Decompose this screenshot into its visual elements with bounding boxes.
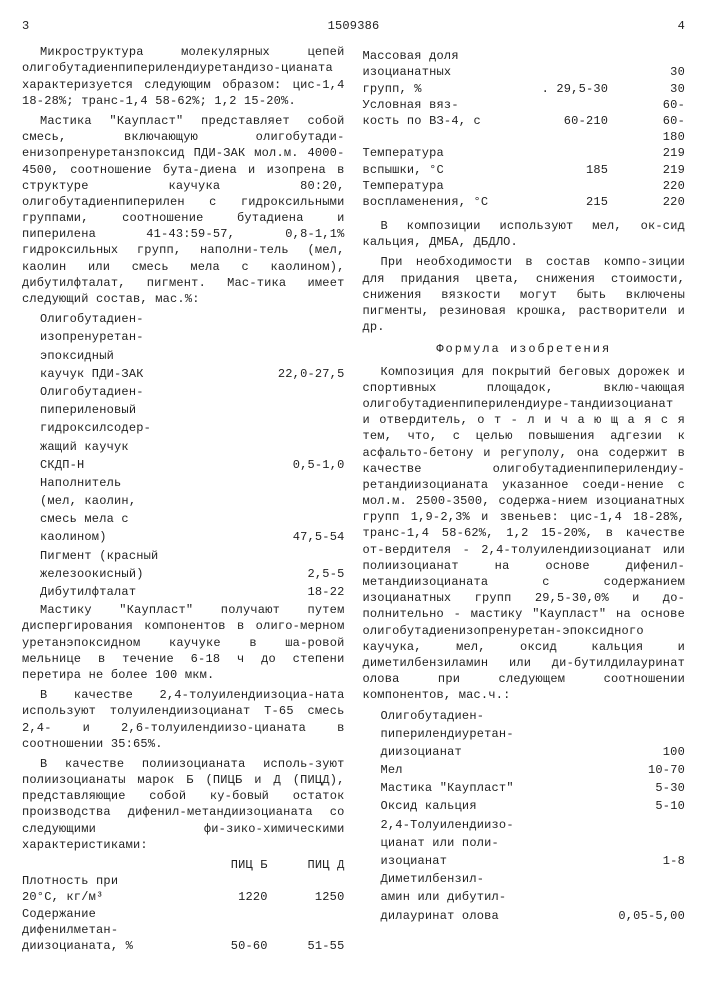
table-row: Олигобутадиен- [22,311,345,327]
table-row: групп, %. 29,5-3030 [363,81,686,97]
page-header: 3 1509386 4 [22,18,685,34]
para: При необходимости в состав компо-зиции д… [363,254,686,335]
table-row: Содержание [22,906,345,922]
table-row: дилауринат олова0,05-5,00 [363,908,686,924]
table-row: амин или дибутил- [363,889,686,905]
table-row: Диметилбензил- [363,871,686,887]
para: Мастику "Каупласт" получают путем диспер… [22,602,345,683]
table-row: Олигобутадиен- [363,708,686,724]
table-row: диизоцианата, %50-6051-55 [22,938,345,954]
table-row: изоцианат1-8 [363,853,686,869]
table-row: Мел10-70 [363,762,686,778]
table-row: Температура219 [363,145,686,161]
composition-table: Олигобутадиен-пиперилендиуретан-диизоциа… [363,708,686,924]
para: Композиция для покрытий беговых дорожек … [363,364,686,704]
table-row: гидроксилсодер- [22,420,345,436]
table-row: 2,4-Толуилендиизо- [363,817,686,833]
table-row: Мастика "Каупласт"5-30 [363,780,686,796]
table-row: СКДП-Н0,5-1,0 [22,457,345,473]
table-row: каолином)47,5-54 [22,529,345,545]
table-row: (мел, каолин, [22,493,345,509]
formula-heading: Формула изобретения [363,341,686,357]
table-row: пиперилендиуретан- [363,726,686,742]
table-row: цианат или поли- [363,835,686,851]
columns: Микроструктура молекулярных цепей олигоб… [22,44,685,962]
table-row: воспламенения, °С215220 [363,194,686,210]
para: В качестве полиизоцианата исполь-зуют по… [22,756,345,853]
para: В композиции используют мел, ок-сид каль… [363,218,686,250]
table-row: изоцианатных30 [363,64,686,80]
page-right: 4 [678,18,685,34]
table-row: Температура220 [363,178,686,194]
table-row: Условная вяз-60- [363,97,686,113]
table-row: Пигмент (красный [22,548,345,564]
table-row: пипериленовый [22,402,345,418]
right-column: Массовая доляизоцианатных30групп, %. 29,… [363,44,686,962]
page-center: 1509386 [328,18,380,34]
table-row: кость по ВЗ-4, с60-21060- 180 [363,113,686,145]
table-row: эпоксидный [22,348,345,364]
table-row: диизоцианат100 [363,744,686,760]
left-column: Микроструктура молекулярных цепей олигоб… [22,44,345,962]
table-row: Оксид кальция5-10 [363,798,686,814]
table-row: каучук ПДИ-ЗАК22,0-27,5 [22,366,345,382]
para: В качестве 2,4-толуилендиизоциа-ната исп… [22,687,345,752]
table-row: Плотность при [22,873,345,889]
para: Микроструктура молекулярных цепей олигоб… [22,44,345,109]
table-row: железоокисный)2,5-5 [22,566,345,582]
table-row: 20°С, кг/м³12201250 [22,889,345,905]
table-row: Дибутилфталат18-22 [22,584,345,600]
table-row: Массовая доля [363,48,686,64]
table-row: изопренуретан- [22,329,345,345]
table-row: дифенилметан- [22,922,345,938]
table-row: Наполнитель [22,475,345,491]
table-row: вспышки, °С185219 [363,162,686,178]
table-row: смесь мела с [22,511,345,527]
table-row: жащий каучук [22,439,345,455]
phys-chem-table: ПИЦ БПИЦ ДПлотность при20°С, кг/м³122012… [22,857,345,954]
para: Мастика "Каупласт" представляет собой см… [22,113,345,307]
composition-table: Олигобутадиен-изопренуретан-эпоксидный ка… [22,311,345,600]
table-row: Олигобутадиен- [22,384,345,400]
phys-chem-table-cont: Массовая доляизоцианатных30групп, %. 29,… [363,48,686,210]
page-left: 3 [22,18,29,34]
